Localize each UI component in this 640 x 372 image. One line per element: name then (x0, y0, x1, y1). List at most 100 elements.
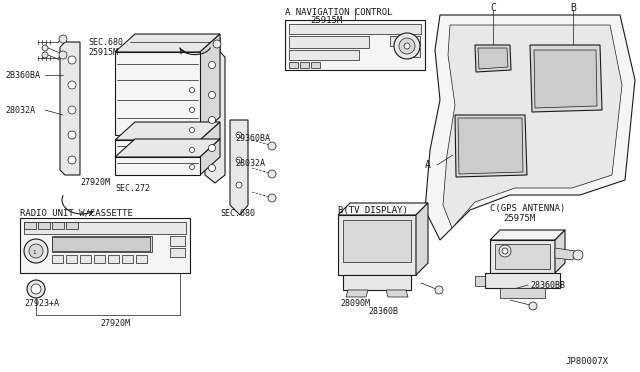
Bar (136, 255, 147, 263)
Circle shape (31, 284, 41, 294)
Polygon shape (555, 230, 565, 273)
Bar (170, 248, 185, 257)
Text: 25915M: 25915M (310, 16, 342, 25)
Bar (38, 222, 50, 229)
Polygon shape (485, 273, 560, 288)
Bar (343, 220, 411, 262)
Polygon shape (490, 230, 565, 240)
Circle shape (499, 245, 511, 257)
Circle shape (189, 164, 195, 170)
Circle shape (68, 81, 76, 89)
Circle shape (189, 148, 195, 153)
Circle shape (502, 248, 508, 254)
Circle shape (573, 250, 583, 260)
Text: 28090M: 28090M (340, 298, 370, 308)
Polygon shape (343, 275, 411, 290)
Bar (289, 24, 421, 34)
Bar (122, 255, 133, 263)
Text: 28360B: 28360B (368, 307, 398, 315)
Circle shape (59, 51, 67, 59)
Bar (289, 62, 298, 68)
Polygon shape (416, 203, 428, 275)
Text: SEC.680: SEC.680 (88, 38, 123, 46)
Polygon shape (200, 34, 220, 135)
Bar (24, 222, 186, 234)
Text: B: B (570, 3, 576, 13)
Circle shape (209, 61, 216, 68)
Polygon shape (500, 288, 545, 298)
Circle shape (189, 108, 195, 112)
Bar (115, 157, 200, 175)
Text: SEC.272: SEC.272 (115, 183, 150, 192)
Circle shape (42, 45, 48, 51)
Circle shape (399, 38, 415, 54)
Text: 28360BB: 28360BB (530, 280, 565, 289)
Polygon shape (475, 45, 511, 72)
Bar (52, 236, 152, 252)
Polygon shape (200, 122, 220, 157)
Circle shape (268, 170, 276, 178)
Polygon shape (200, 139, 220, 175)
Polygon shape (425, 15, 635, 240)
Polygon shape (338, 215, 416, 275)
Polygon shape (443, 25, 622, 228)
Circle shape (27, 280, 45, 298)
Text: SEC.680: SEC.680 (220, 208, 255, 218)
Text: B(TV DISPLAY): B(TV DISPLAY) (338, 205, 408, 215)
Circle shape (529, 302, 537, 310)
Bar (80, 255, 91, 263)
Polygon shape (534, 50, 597, 108)
Circle shape (209, 144, 216, 151)
Bar (66, 255, 77, 263)
Text: 27923+A: 27923+A (24, 299, 59, 308)
Bar (115, 52, 200, 135)
Polygon shape (455, 115, 527, 177)
Text: 28032A: 28032A (5, 106, 35, 115)
Circle shape (42, 52, 48, 58)
Polygon shape (386, 290, 408, 297)
Bar (52, 237, 150, 251)
Text: C: C (490, 3, 496, 13)
Circle shape (189, 128, 195, 132)
Text: 29360BA: 29360BA (235, 134, 270, 142)
Circle shape (68, 131, 76, 139)
Text: 27920M: 27920M (80, 177, 110, 186)
Bar (289, 36, 369, 48)
Text: 1: 1 (33, 250, 36, 256)
Bar (285, 20, 425, 70)
Bar (52, 222, 64, 229)
Bar (20, 218, 190, 273)
Polygon shape (458, 118, 523, 174)
Text: 25915M: 25915M (88, 48, 118, 57)
Circle shape (236, 182, 242, 188)
Circle shape (236, 157, 242, 163)
Bar (66, 222, 78, 229)
Circle shape (59, 35, 67, 43)
Circle shape (268, 142, 276, 150)
Polygon shape (346, 290, 368, 297)
Bar (495, 244, 550, 269)
Bar (311, 62, 320, 68)
Bar (94, 255, 105, 263)
Circle shape (189, 87, 195, 93)
Circle shape (209, 164, 216, 171)
Bar (115, 140, 200, 157)
Bar (108, 255, 119, 263)
Text: 25975M: 25975M (503, 214, 535, 222)
Bar (300, 62, 309, 68)
Text: JP80007X: JP80007X (565, 357, 608, 366)
Polygon shape (555, 248, 575, 260)
Polygon shape (115, 34, 220, 52)
Bar (403, 48, 420, 57)
Polygon shape (115, 139, 220, 157)
Circle shape (68, 156, 76, 164)
Text: RADIO UNIT W/CASSETTE: RADIO UNIT W/CASSETTE (20, 208, 133, 218)
Circle shape (209, 92, 216, 99)
Text: C(GPS ANTENNA): C(GPS ANTENNA) (490, 203, 565, 212)
Bar (24, 222, 36, 229)
Circle shape (68, 56, 76, 64)
Text: 27920M: 27920M (100, 318, 130, 327)
Bar (170, 236, 185, 246)
Text: A: A (425, 160, 431, 170)
Circle shape (236, 132, 242, 138)
